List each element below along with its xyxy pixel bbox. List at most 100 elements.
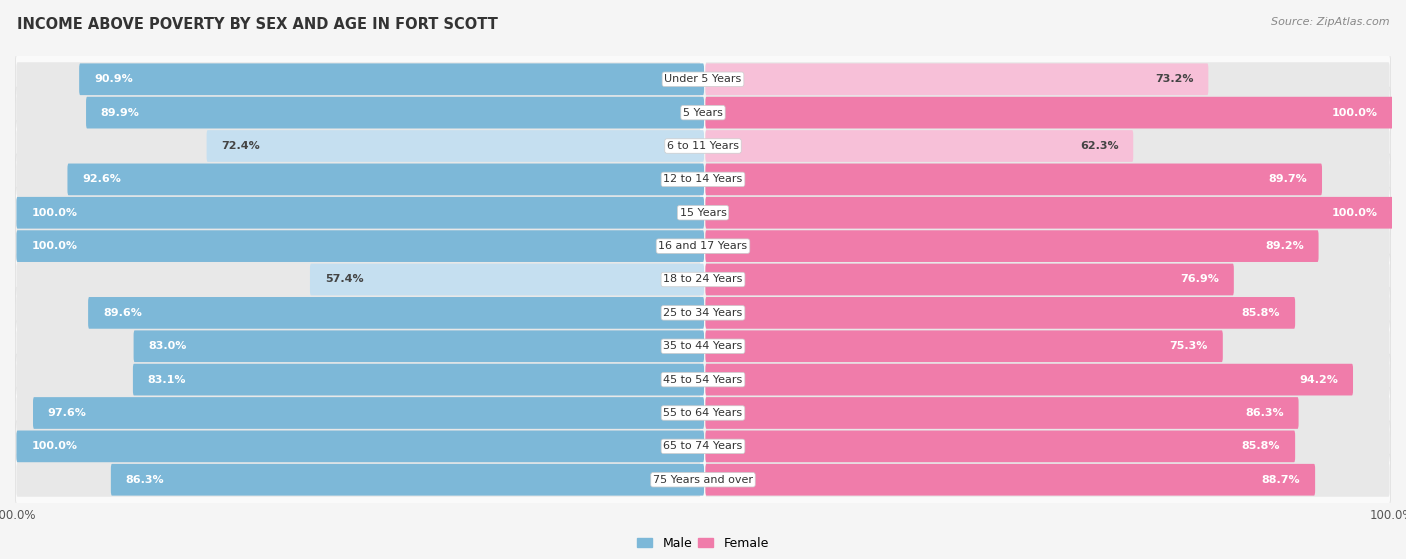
Text: 55 to 64 Years: 55 to 64 Years: [664, 408, 742, 418]
FancyBboxPatch shape: [15, 120, 1391, 172]
FancyBboxPatch shape: [706, 96, 1389, 130]
FancyBboxPatch shape: [706, 329, 1389, 363]
Text: 76.9%: 76.9%: [1180, 274, 1219, 285]
Text: 89.2%: 89.2%: [1265, 241, 1303, 251]
FancyBboxPatch shape: [17, 162, 700, 196]
FancyBboxPatch shape: [17, 430, 704, 462]
Text: 72.4%: 72.4%: [221, 141, 260, 151]
FancyBboxPatch shape: [706, 264, 1234, 295]
FancyBboxPatch shape: [706, 330, 1223, 362]
FancyBboxPatch shape: [15, 420, 1391, 472]
Text: 86.3%: 86.3%: [1246, 408, 1284, 418]
FancyBboxPatch shape: [111, 464, 704, 496]
Text: 12 to 14 Years: 12 to 14 Years: [664, 174, 742, 184]
Text: 62.3%: 62.3%: [1080, 141, 1118, 151]
Text: 88.7%: 88.7%: [1261, 475, 1301, 485]
Text: 92.6%: 92.6%: [83, 174, 121, 184]
FancyBboxPatch shape: [15, 220, 1391, 272]
Text: 83.1%: 83.1%: [148, 375, 186, 385]
FancyBboxPatch shape: [706, 62, 1389, 96]
FancyBboxPatch shape: [15, 287, 1391, 339]
Text: 18 to 24 Years: 18 to 24 Years: [664, 274, 742, 285]
FancyBboxPatch shape: [79, 63, 704, 95]
Text: 35 to 44 Years: 35 to 44 Years: [664, 341, 742, 351]
Text: 45 to 54 Years: 45 to 54 Years: [664, 375, 742, 385]
FancyBboxPatch shape: [15, 53, 1391, 105]
FancyBboxPatch shape: [309, 264, 704, 295]
Text: 85.8%: 85.8%: [1241, 442, 1281, 451]
Text: 100.0%: 100.0%: [1331, 208, 1378, 218]
Text: 25 to 34 Years: 25 to 34 Years: [664, 308, 742, 318]
FancyBboxPatch shape: [17, 197, 704, 229]
FancyBboxPatch shape: [134, 364, 704, 395]
Text: INCOME ABOVE POVERTY BY SEX AND AGE IN FORT SCOTT: INCOME ABOVE POVERTY BY SEX AND AGE IN F…: [17, 17, 498, 32]
Legend: Male, Female: Male, Female: [633, 532, 773, 555]
FancyBboxPatch shape: [706, 296, 1389, 330]
FancyBboxPatch shape: [207, 130, 704, 162]
FancyBboxPatch shape: [15, 87, 1391, 139]
FancyBboxPatch shape: [15, 354, 1391, 406]
Text: 89.7%: 89.7%: [1268, 174, 1308, 184]
FancyBboxPatch shape: [67, 164, 704, 195]
FancyBboxPatch shape: [706, 197, 1393, 229]
Text: 86.3%: 86.3%: [125, 475, 165, 485]
FancyBboxPatch shape: [17, 429, 700, 463]
FancyBboxPatch shape: [706, 429, 1389, 463]
FancyBboxPatch shape: [89, 297, 704, 329]
Text: 100.0%: 100.0%: [31, 241, 77, 251]
FancyBboxPatch shape: [17, 396, 700, 430]
Text: 75 Years and over: 75 Years and over: [652, 475, 754, 485]
FancyBboxPatch shape: [706, 396, 1389, 430]
FancyBboxPatch shape: [706, 263, 1389, 296]
FancyBboxPatch shape: [17, 363, 700, 397]
FancyBboxPatch shape: [706, 97, 1393, 129]
FancyBboxPatch shape: [706, 196, 1389, 230]
FancyBboxPatch shape: [15, 253, 1391, 306]
Text: 16 and 17 Years: 16 and 17 Years: [658, 241, 748, 251]
FancyBboxPatch shape: [15, 187, 1391, 239]
FancyBboxPatch shape: [15, 387, 1391, 439]
FancyBboxPatch shape: [706, 297, 1295, 329]
Text: 100.0%: 100.0%: [1331, 108, 1378, 117]
Text: 89.9%: 89.9%: [101, 108, 139, 117]
FancyBboxPatch shape: [17, 263, 700, 296]
FancyBboxPatch shape: [706, 364, 1353, 395]
FancyBboxPatch shape: [17, 329, 700, 363]
FancyBboxPatch shape: [17, 196, 700, 230]
FancyBboxPatch shape: [86, 97, 704, 129]
FancyBboxPatch shape: [706, 164, 1322, 195]
FancyBboxPatch shape: [15, 454, 1391, 506]
FancyBboxPatch shape: [706, 162, 1389, 196]
FancyBboxPatch shape: [17, 229, 700, 263]
FancyBboxPatch shape: [706, 63, 1208, 95]
FancyBboxPatch shape: [17, 230, 704, 262]
Text: 90.9%: 90.9%: [94, 74, 132, 84]
Text: 73.2%: 73.2%: [1154, 74, 1194, 84]
Text: 100.0%: 100.0%: [31, 208, 77, 218]
FancyBboxPatch shape: [17, 296, 700, 330]
Text: 83.0%: 83.0%: [149, 341, 187, 351]
FancyBboxPatch shape: [134, 330, 704, 362]
Text: 65 to 74 Years: 65 to 74 Years: [664, 442, 742, 451]
FancyBboxPatch shape: [17, 62, 700, 96]
Text: 5 Years: 5 Years: [683, 108, 723, 117]
Text: 15 Years: 15 Years: [679, 208, 727, 218]
Text: Source: ZipAtlas.com: Source: ZipAtlas.com: [1271, 17, 1389, 27]
FancyBboxPatch shape: [32, 397, 704, 429]
FancyBboxPatch shape: [706, 363, 1389, 397]
FancyBboxPatch shape: [706, 397, 1299, 429]
Text: 89.6%: 89.6%: [103, 308, 142, 318]
FancyBboxPatch shape: [706, 229, 1389, 263]
Text: 75.3%: 75.3%: [1170, 341, 1208, 351]
FancyBboxPatch shape: [706, 464, 1315, 496]
Text: 6 to 11 Years: 6 to 11 Years: [666, 141, 740, 151]
Text: Under 5 Years: Under 5 Years: [665, 74, 741, 84]
FancyBboxPatch shape: [706, 430, 1295, 462]
FancyBboxPatch shape: [15, 320, 1391, 372]
FancyBboxPatch shape: [15, 153, 1391, 205]
Text: 100.0%: 100.0%: [31, 442, 77, 451]
Text: 94.2%: 94.2%: [1299, 375, 1339, 385]
FancyBboxPatch shape: [17, 463, 700, 497]
FancyBboxPatch shape: [706, 230, 1319, 262]
Text: 85.8%: 85.8%: [1241, 308, 1281, 318]
